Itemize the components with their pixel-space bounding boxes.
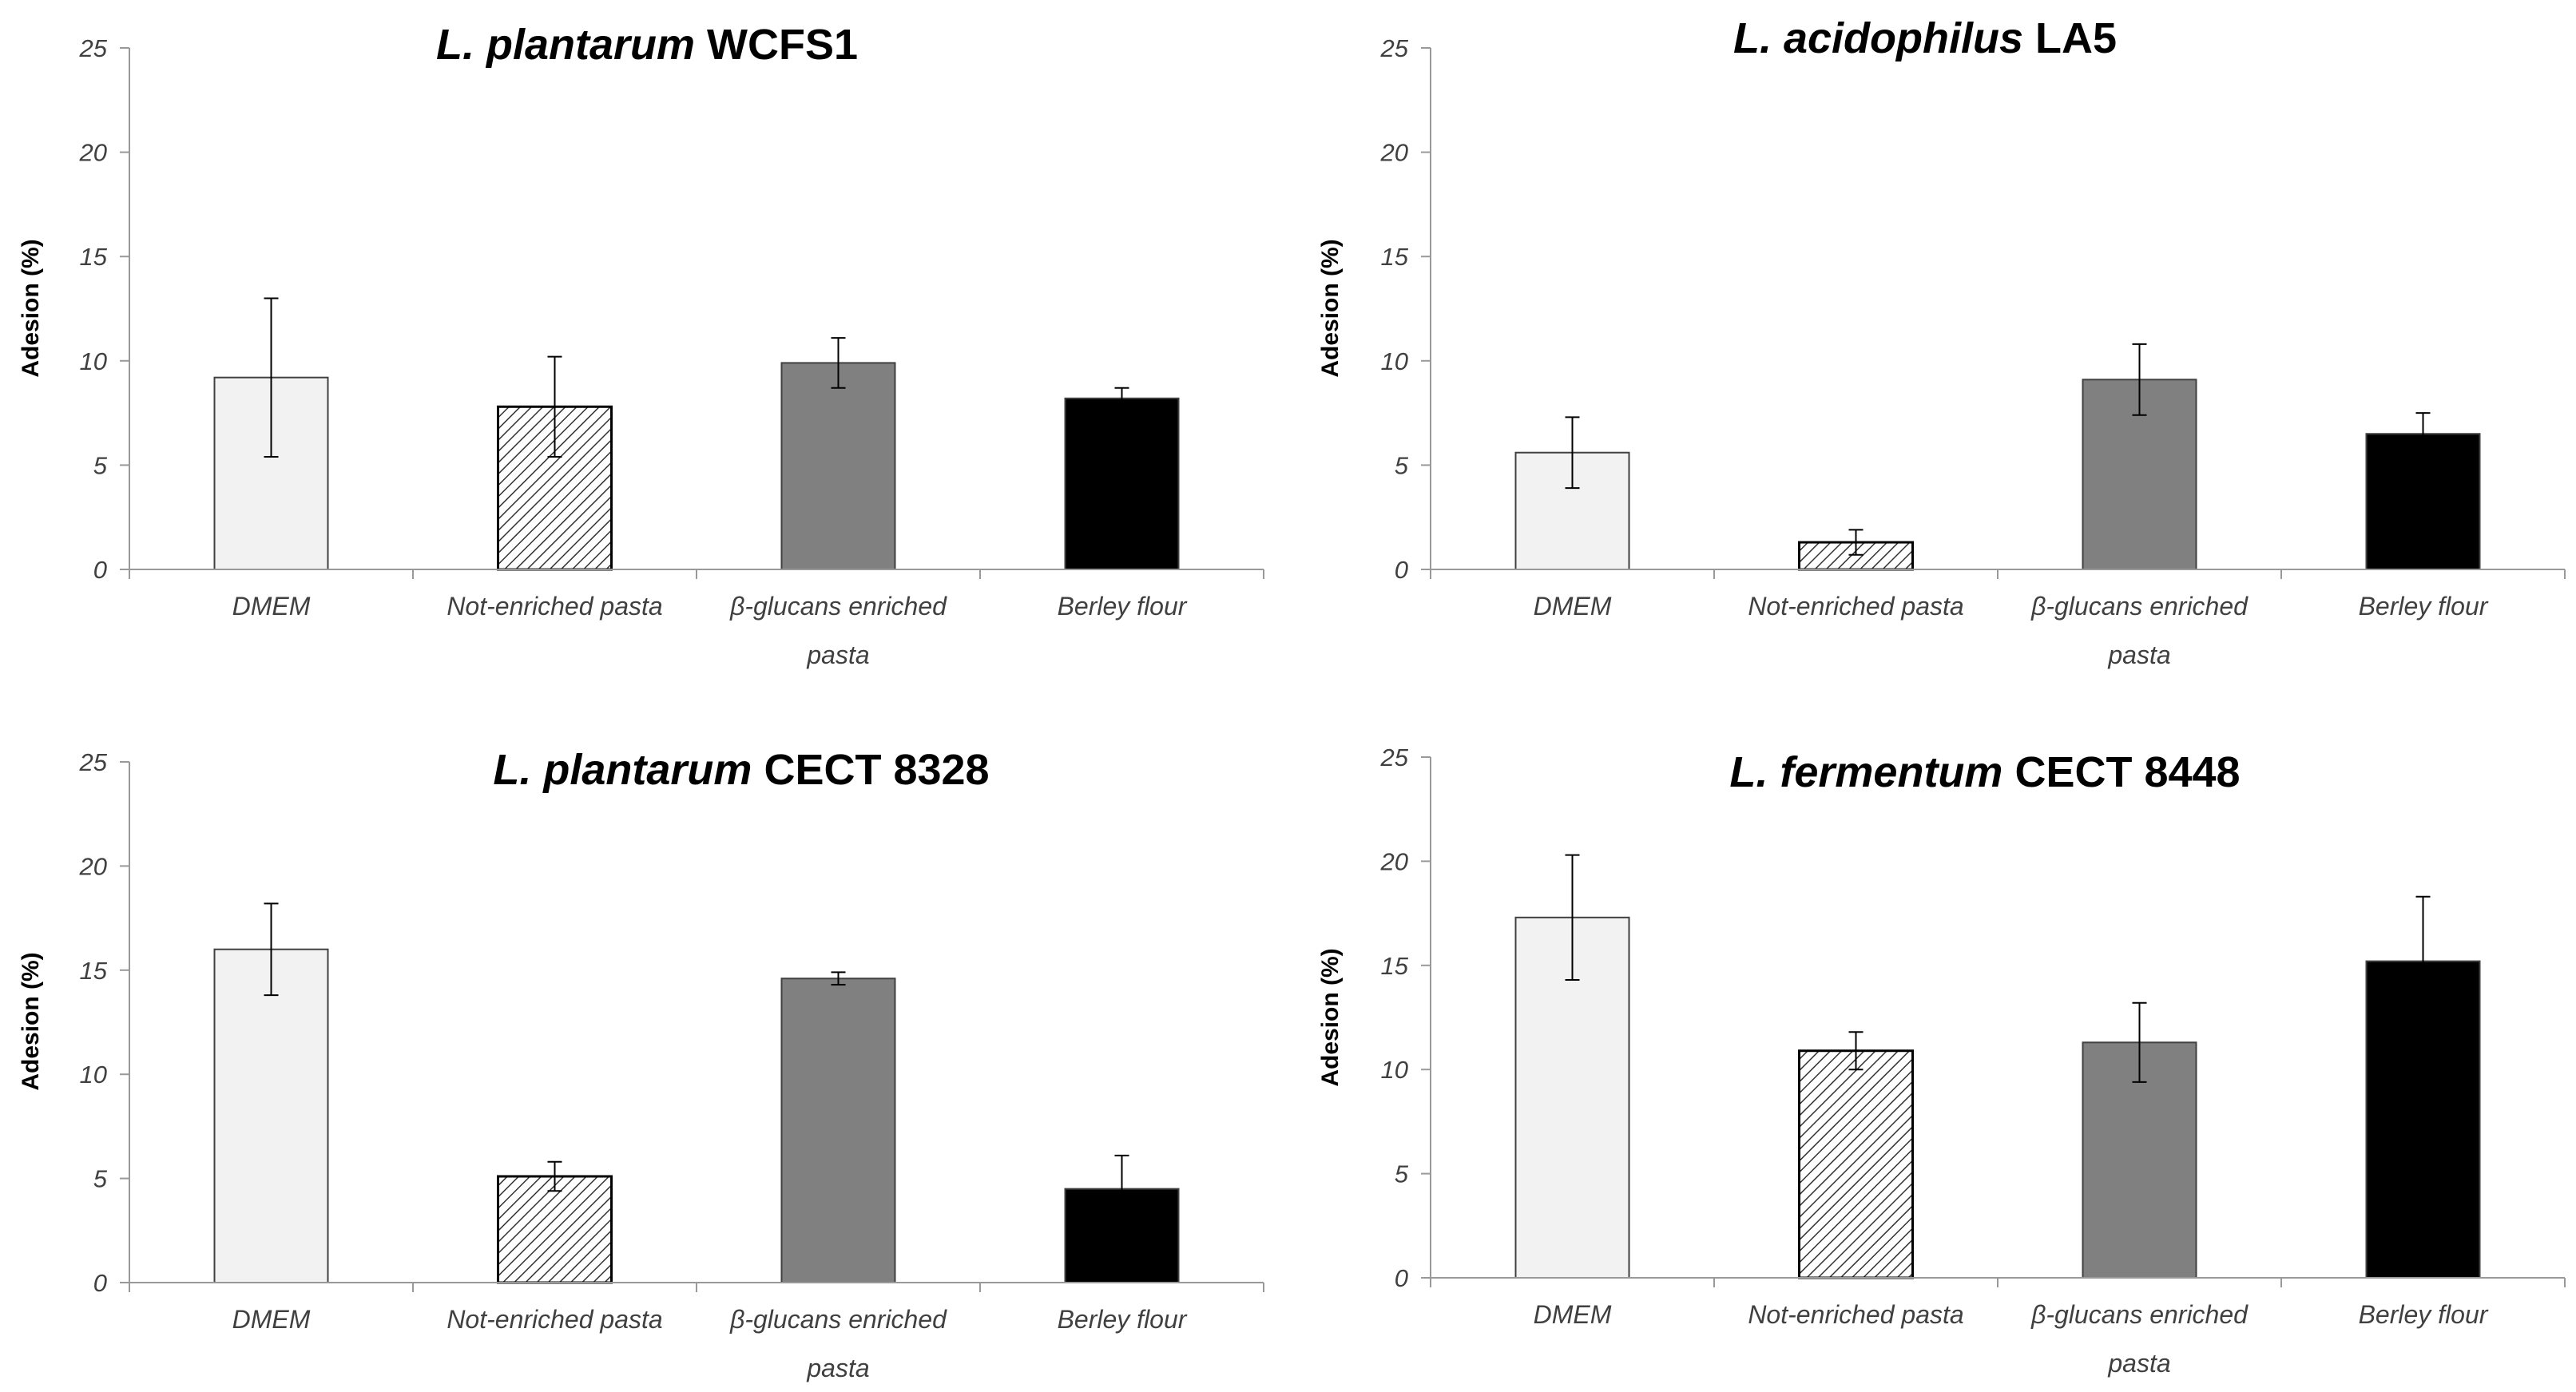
chart-title-species: L. fermentum [1729, 748, 2002, 796]
x-tick-label: Not-enriched pasta [447, 592, 662, 621]
x-tick-label: β-glucans enriched pasta [2030, 1300, 2249, 1378]
bar [1064, 397, 1180, 571]
bar [780, 362, 896, 570]
x-tick-label-line: DMEM [1534, 1300, 1612, 1329]
x-tick-label: Not-enriched pasta [447, 1305, 662, 1334]
y-tick-label: 5 [93, 451, 108, 479]
y-tick-label: 0 [1395, 1264, 1408, 1292]
x-tick-label: DMEM [1534, 1300, 1612, 1329]
y-tick-label: 20 [1380, 139, 1408, 167]
y-axis-label: Adesion (%) [1317, 239, 1344, 377]
chart-title-species: L. plantarum [436, 21, 695, 69]
chart-panel-cect8328: L. plantarum CECT 8328 Adesion (%) 0 5 10 1… [18, 746, 1264, 1382]
chart-panel-cect8448: L. fermentum CECT 8448 Adesion (%) 0 5 10 1… [1317, 744, 2566, 1378]
chart-panel-wcfs1: L. plantarum WCFS1 Adesion (%) 0 5 10 15 20 2… [18, 21, 1264, 669]
chart-panel-la5: L. acidophilus LA5 Adesion (%) 0 5 10 15 20 2… [1317, 14, 2566, 669]
y-tick-label: 10 [1381, 1056, 1408, 1084]
chart-title-strain: CECT 8448 [2014, 748, 2240, 796]
x-tick-label-line: pasta [806, 640, 869, 669]
x-tick-label: β-glucans enriched pasta [2030, 592, 2249, 669]
x-tick-label-line: DMEM [1534, 592, 1612, 621]
y-tick-label: 10 [1381, 347, 1408, 375]
chart-title: L. plantarum WCFS1 [436, 21, 858, 69]
y-tick-label: 0 [93, 1269, 107, 1297]
x-tick-label-line: Berley flour [1058, 592, 1188, 621]
y-tick-label: 15 [1381, 243, 1409, 271]
x-tick-label-line: Not-enriched pasta [1748, 592, 1963, 621]
y-tick-label: 20 [79, 139, 107, 167]
chart-title-strain: CECT 8328 [764, 746, 989, 794]
x-tick-label-line: DMEM [232, 592, 311, 621]
x-tick-label-line: pasta [2107, 1349, 2170, 1378]
bar [2365, 433, 2481, 570]
chart-title: L. plantarum CECT 8328 [493, 746, 989, 794]
x-tick-label: Not-enriched pasta [1748, 1300, 1963, 1329]
y-tick-label: 15 [80, 957, 108, 985]
chart-title-species: L. plantarum [493, 746, 752, 794]
plot-area: 0 5 10 15 20 25 DMEM Not-enriched pasta β-glucan… [79, 748, 1264, 1382]
x-tick-label: β-glucans enriched pasta [729, 592, 947, 669]
bar [1798, 1049, 1914, 1279]
x-tick-label: Berley flour [2359, 592, 2489, 621]
x-tick-label-line: β-glucans enriched [2030, 1300, 2249, 1329]
x-tick-label: β-glucans enriched pasta [729, 1305, 947, 1382]
y-tick-label: 20 [79, 852, 107, 880]
y-tick-label: 5 [1395, 1160, 1409, 1188]
x-tick-label-line: Not-enriched pasta [1748, 1300, 1963, 1329]
chart-title-strain: LA5 [2035, 14, 2117, 62]
plot-area: 0 5 10 15 20 25 DMEM Not-enriched pasta β-glucan… [79, 34, 1264, 669]
chart-title-strain: WCFS1 [707, 21, 858, 69]
x-tick-label: DMEM [232, 1305, 311, 1334]
x-tick-label-line: pasta [806, 1354, 869, 1382]
bar [780, 978, 896, 1284]
bar [213, 948, 329, 1283]
y-tick-label: 15 [80, 243, 108, 271]
y-tick-label: 5 [93, 1165, 108, 1193]
x-tick-label: Not-enriched pasta [1748, 592, 1963, 621]
y-tick-label: 10 [80, 347, 107, 375]
y-axis-label: Adesion (%) [18, 239, 44, 377]
plot-area: 0 5 10 15 20 25 DMEM Not-enriched pasta β-glucan… [1380, 34, 2566, 669]
y-tick-label: 25 [1380, 34, 1409, 62]
y-tick-label: 20 [1380, 847, 1408, 875]
y-tick-label: 10 [80, 1061, 107, 1089]
x-tick-label: DMEM [1534, 592, 1612, 621]
x-tick-label-line: Not-enriched pasta [447, 1305, 662, 1334]
chart-title: L. acidophilus LA5 [1733, 14, 2117, 62]
x-tick-label-line: pasta [2107, 640, 2170, 669]
x-tick-label-line: β-glucans enriched [729, 1305, 947, 1334]
x-tick-label-line: β-glucans enriched [2030, 592, 2249, 621]
chart-title-species: L. acidophilus [1733, 14, 2023, 62]
y-tick-label: 25 [1380, 744, 1409, 771]
bar [497, 1175, 613, 1284]
y-tick-label: 25 [79, 748, 108, 776]
x-tick-label-line: Berley flour [2359, 1300, 2489, 1329]
x-tick-label-line: Berley flour [1058, 1305, 1188, 1334]
chart-title: L. fermentum CECT 8448 [1729, 748, 2240, 796]
x-tick-label-line: Not-enriched pasta [447, 592, 662, 621]
plot-area: 0 5 10 15 20 25 DMEM Not-enriched pasta β-glucan… [1380, 744, 2566, 1378]
x-tick-label: DMEM [232, 592, 311, 621]
x-tick-label: Berley flour [1058, 1305, 1188, 1334]
x-tick-label: Berley flour [2359, 1300, 2489, 1329]
x-tick-label-line: DMEM [232, 1305, 311, 1334]
y-tick-label: 5 [1395, 451, 1409, 479]
x-tick-label-line: Berley flour [2359, 592, 2489, 621]
x-tick-label: Berley flour [1058, 592, 1188, 621]
y-tick-label: 0 [93, 556, 107, 584]
y-axis-label: Adesion (%) [18, 952, 44, 1090]
y-tick-label: 0 [1395, 556, 1408, 584]
y-tick-label: 25 [79, 34, 108, 62]
y-axis-label: Adesion (%) [1317, 948, 1344, 1086]
x-tick-label-line: β-glucans enriched [729, 592, 947, 621]
y-tick-label: 15 [1381, 952, 1409, 980]
